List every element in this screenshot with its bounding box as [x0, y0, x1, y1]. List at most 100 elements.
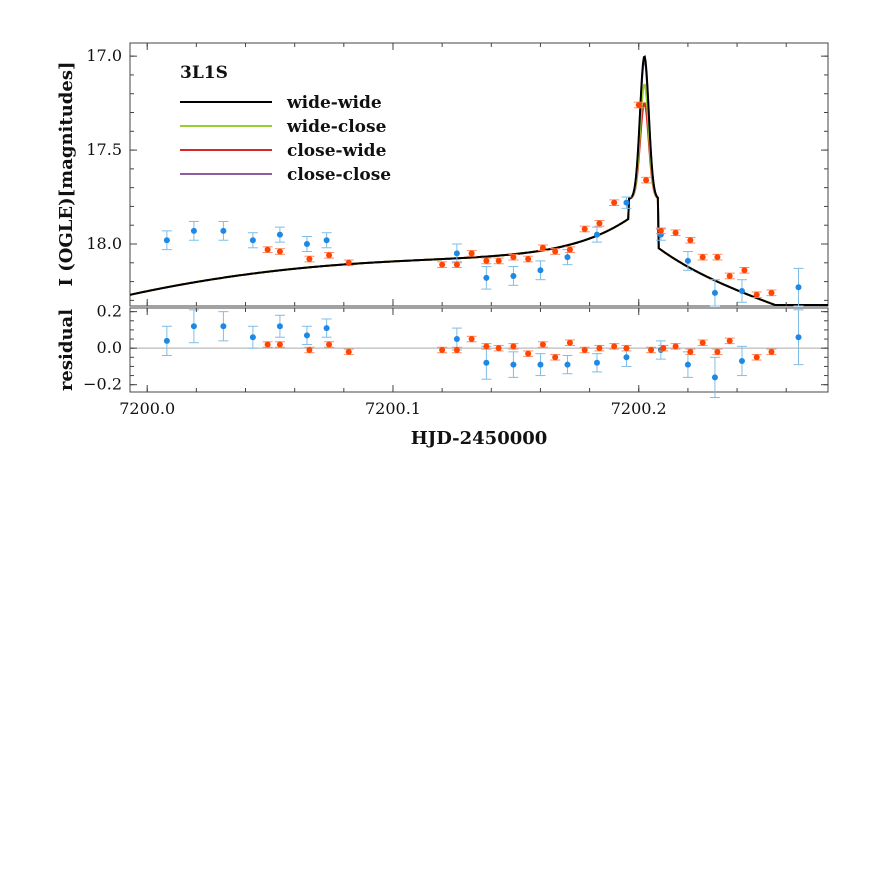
residual-point [682, 351, 693, 378]
data-marker [483, 257, 490, 264]
data-marker [699, 339, 706, 346]
data-marker [684, 257, 691, 264]
data-marker [510, 272, 517, 279]
data-marker [714, 348, 721, 355]
data-marker [190, 227, 197, 234]
residual-point [621, 344, 632, 352]
top-point [437, 261, 448, 268]
top-point [262, 246, 273, 253]
top-point [682, 251, 693, 271]
top-panel: 17.0 17.5 18.0 3L1S wide-wide wide-close c… [56, 42, 829, 307]
data-marker [687, 348, 694, 355]
data-marker [714, 254, 721, 261]
x-tick-label: 7200.0 [119, 399, 175, 418]
top-point [697, 253, 708, 261]
data-marker [220, 227, 227, 234]
residual-point [646, 346, 657, 354]
data-marker [453, 250, 460, 257]
top-point [321, 232, 332, 249]
top-point [739, 266, 750, 274]
data-marker [768, 289, 775, 296]
top-point [621, 196, 632, 209]
data-marker [483, 274, 490, 281]
top-point [724, 272, 735, 280]
data-marker [564, 361, 571, 368]
residual-point [697, 339, 708, 346]
top-point [564, 246, 575, 253]
legend-label-wide-wide: wide-wide [286, 93, 382, 113]
data-marker [596, 220, 603, 227]
data-marker [726, 337, 733, 344]
data-marker [611, 343, 618, 350]
top-point [712, 253, 723, 261]
data-marker [738, 287, 745, 294]
data-marker [687, 237, 694, 244]
top-y-axis-title: I (OGLE)[magnitudes] [56, 62, 77, 287]
y-tick-label: 0.2 [97, 302, 122, 321]
data-marker [276, 231, 283, 238]
data-marker [768, 348, 775, 355]
residual-point [579, 346, 590, 354]
x-tick-label: 7200.1 [365, 399, 421, 418]
top-point [247, 232, 258, 249]
data-marker [326, 341, 333, 348]
top-point [161, 230, 172, 251]
data-marker [753, 291, 760, 298]
residual-point [218, 311, 229, 342]
data-marker [711, 289, 718, 296]
top-point [736, 279, 747, 303]
data-marker [672, 343, 679, 350]
top-point [655, 227, 666, 235]
top-point [633, 101, 644, 109]
top-point [343, 259, 354, 267]
data-marker [306, 256, 313, 263]
top-point [523, 255, 534, 263]
residual-point [481, 343, 492, 350]
residual-point [466, 335, 477, 343]
top-point [550, 248, 561, 255]
data-marker [552, 354, 559, 361]
bottom-x-ticks [146, 308, 787, 392]
residual-point [161, 325, 172, 356]
data-marker [648, 347, 655, 353]
data-marker [453, 261, 460, 268]
residual-point [658, 344, 669, 352]
residual-point [321, 318, 332, 338]
bottom-panel-frame [129, 307, 829, 393]
data-marker [276, 323, 283, 330]
residual-point [343, 348, 354, 356]
residual-point [709, 356, 720, 398]
legend-label-close-wide: close-wide [287, 141, 387, 161]
data-marker [525, 256, 532, 263]
data-marker [581, 225, 588, 232]
residual-point [793, 309, 804, 366]
residual-point [324, 341, 335, 348]
residual-point [751, 354, 762, 361]
y-tick-label: −0.2 [83, 375, 122, 394]
data-marker [552, 248, 559, 255]
y-tick-label: 18.0 [86, 234, 122, 253]
data-marker [306, 347, 313, 353]
data-marker [741, 267, 748, 274]
data-marker [323, 325, 330, 332]
data-marker [439, 347, 446, 353]
data-marker [623, 354, 630, 361]
residual-point [685, 348, 696, 356]
x-tick-label: 7200.2 [611, 399, 667, 418]
data-marker [468, 250, 475, 257]
top-point [481, 266, 492, 290]
model-curves [129, 55, 828, 306]
data-marker [303, 332, 310, 339]
top-point [451, 261, 462, 268]
data-marker [276, 341, 283, 348]
y-tick-label: 17.5 [86, 140, 122, 159]
data-marker [495, 257, 502, 264]
data-marker [581, 347, 588, 353]
top-point [508, 253, 519, 261]
top-point [594, 220, 605, 227]
residual-point [301, 325, 312, 346]
top-point [609, 199, 620, 206]
data-marker [539, 244, 546, 251]
top-point [709, 279, 720, 307]
data-marker [163, 337, 170, 344]
